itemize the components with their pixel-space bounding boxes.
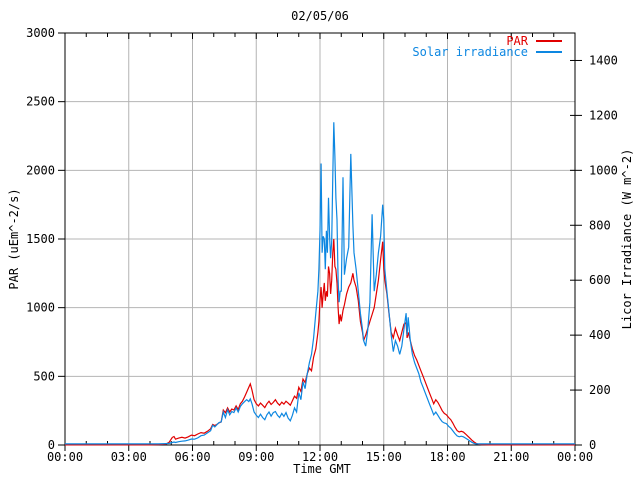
y-right-tick-label: 1400 <box>589 53 618 67</box>
legend-label-solar: Solar irradiance <box>412 45 528 59</box>
legend-label-par: PAR <box>506 34 528 48</box>
legend-line-sample-par <box>536 40 562 42</box>
y-left-tick-label: 1500 <box>26 232 55 246</box>
x-tick-label: 03:00 <box>111 450 147 464</box>
y-right-tick-label: 800 <box>589 218 611 232</box>
legend-entry-solar: Solar irradiance <box>412 45 562 59</box>
legend-entry-par: PAR <box>506 34 562 48</box>
x-tick-label: 21:00 <box>493 450 529 464</box>
x-tick-label: 00:00 <box>47 450 83 464</box>
y-left-tick-label: 500 <box>33 369 55 383</box>
chart-title: 02/05/06 <box>291 9 349 23</box>
x-tick-label: 18:00 <box>429 450 465 464</box>
x-tick-label: 00:00 <box>557 450 593 464</box>
y-left-tick-label: 3000 <box>26 26 55 40</box>
x-axis-label: Time GMT <box>293 462 351 476</box>
y-axis-label-left: PAR (uEm^-2/s) <box>7 188 21 290</box>
x-tick-label: 12:00 <box>302 450 338 464</box>
y-left-tick-label: 2500 <box>26 95 55 109</box>
y-right-tick-label: 1000 <box>589 163 618 177</box>
y-right-tick-label: 1200 <box>589 108 618 122</box>
y-right-tick-label: 200 <box>589 383 611 397</box>
y-left-tick-label: 1000 <box>26 301 55 315</box>
y-right-tick-label: 400 <box>589 328 611 342</box>
y-right-tick-label: 600 <box>589 273 611 287</box>
x-tick-label: 15:00 <box>366 450 402 464</box>
x-tick-label: 09:00 <box>238 450 274 464</box>
solar-irradiance-line <box>65 122 575 445</box>
y-left-tick-label: 2000 <box>26 163 55 177</box>
legend-line-sample-solar <box>536 51 562 53</box>
y-axis-label-right: Licor Irradiance (W m^-2) <box>620 148 634 330</box>
x-tick-label: 06:00 <box>174 450 210 464</box>
y-right-tick-label: 0 <box>589 438 596 452</box>
y-left-tick-label: 0 <box>48 438 55 452</box>
